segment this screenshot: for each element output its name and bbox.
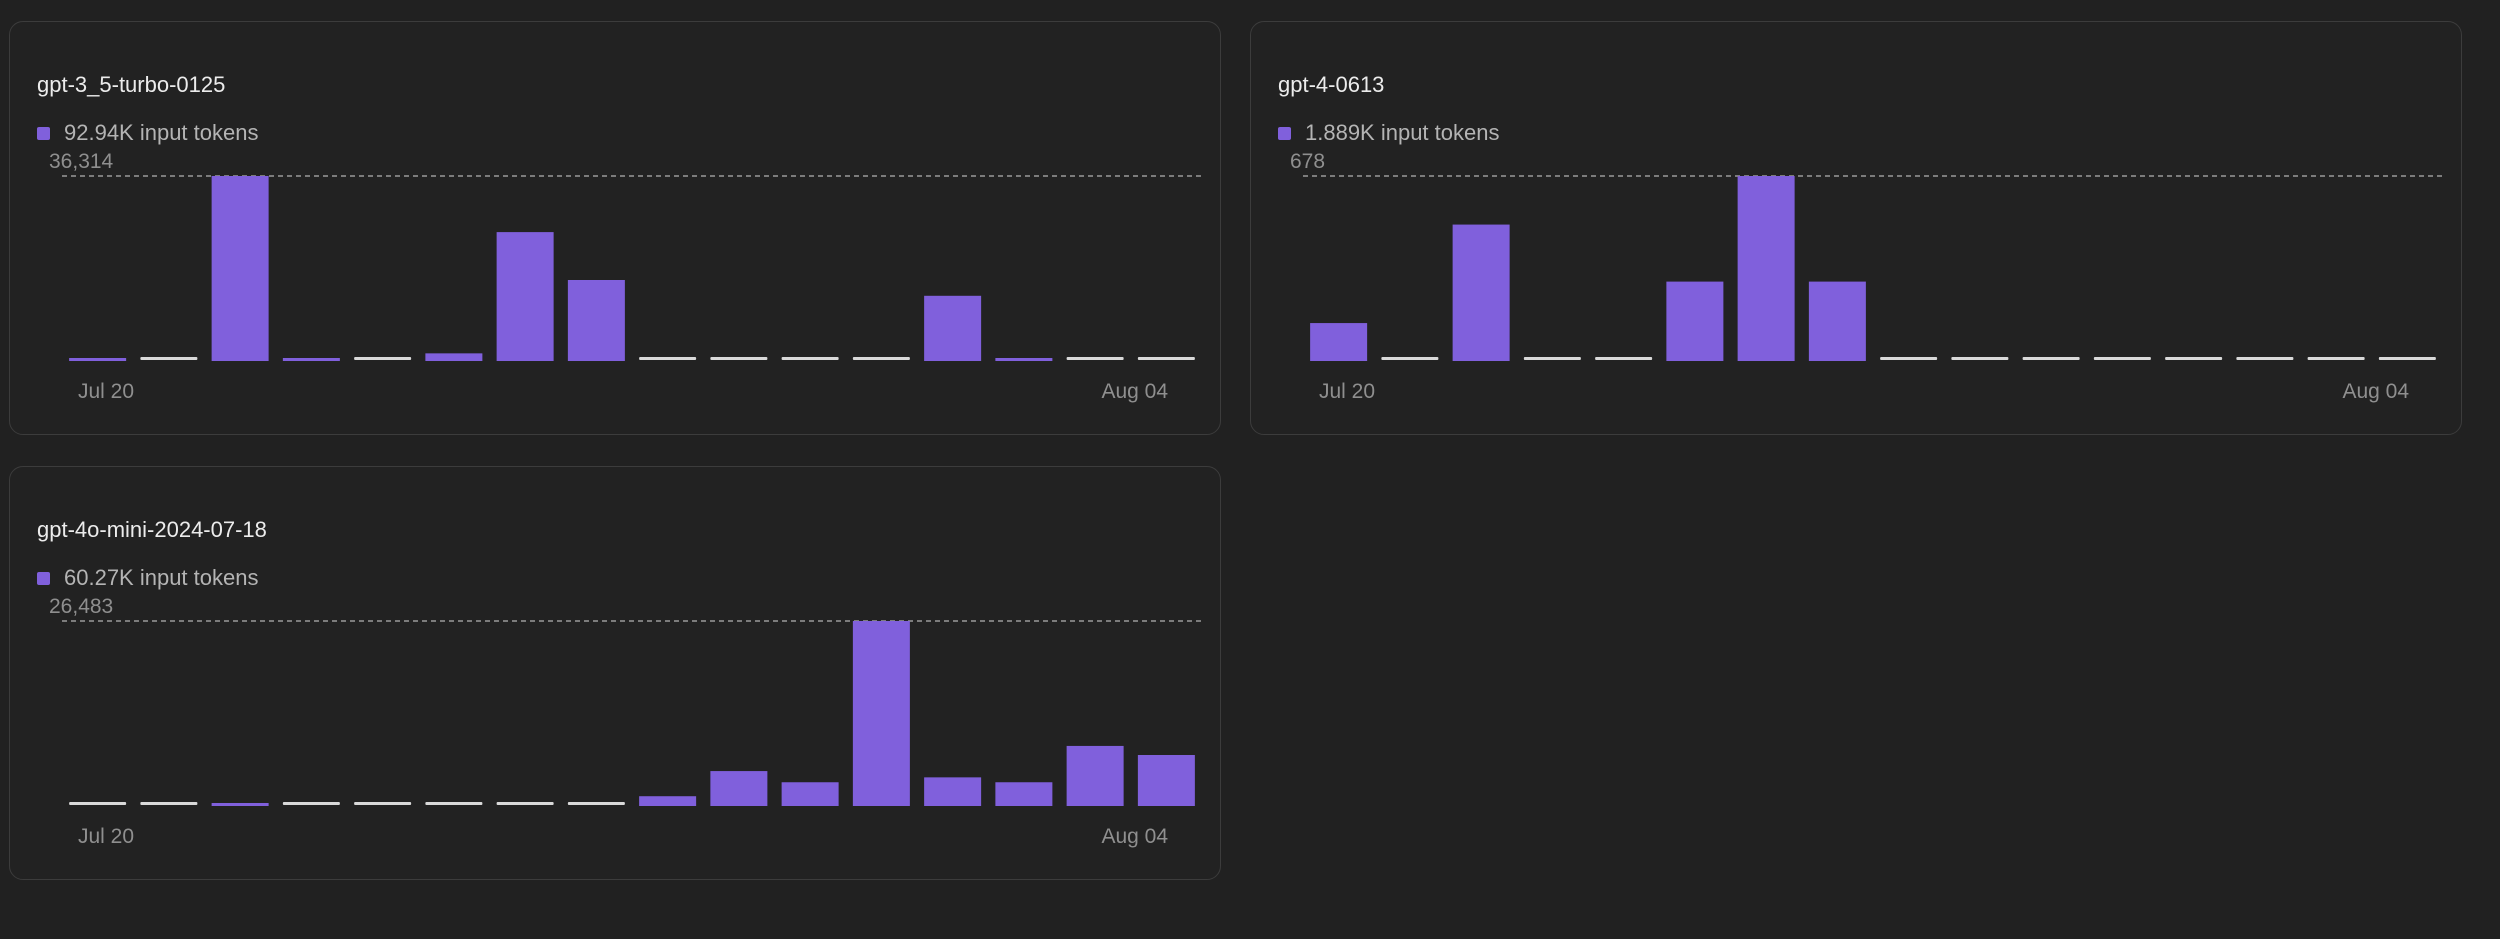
- bar-zero: [2307, 357, 2365, 360]
- x-tick-start: Jul 20: [78, 825, 134, 848]
- bar-zero: [140, 357, 198, 360]
- bar-zero: [567, 802, 625, 805]
- bar-zero: [2236, 357, 2294, 360]
- usage-card-gpt-4o-mini: gpt-4o-mini-2024-07-18 60.27K input toke…: [9, 466, 1221, 880]
- bar-zero: [1066, 357, 1124, 360]
- legend-swatch: [37, 126, 50, 140]
- bar: [1737, 176, 1795, 361]
- legend: 92.94K input tokens: [37, 120, 258, 146]
- bar: [924, 295, 982, 361]
- bar-zero: [2165, 357, 2223, 360]
- x-tick-end: Aug 04: [2342, 380, 2409, 403]
- bar-zero: [852, 357, 910, 360]
- bar: [211, 803, 269, 806]
- legend-label: 1.889K input tokens: [1305, 120, 1500, 145]
- bar: [1310, 323, 1368, 361]
- bar-zero: [2378, 357, 2436, 360]
- bar-zero: [2093, 357, 2151, 360]
- bar: [710, 771, 768, 806]
- card-title: gpt-4-0613: [1278, 72, 1385, 97]
- max-value-label: 36,314: [49, 150, 114, 173]
- bar: [1066, 745, 1124, 806]
- bar-zero: [1523, 357, 1581, 360]
- card-title: gpt-3_5-turbo-0125: [37, 72, 226, 97]
- usage-card-gpt-3-5-turbo: gpt-3_5-turbo-0125 92.94K input tokens 3…: [9, 21, 1221, 435]
- bar: [781, 782, 839, 806]
- usage-card-gpt-4-0613: gpt-4-0613 1.889K input tokens 678 Jul 20…: [1250, 21, 2462, 435]
- bar-chart: 26,483 Jul 20 Aug 04: [49, 595, 1202, 848]
- bar-zero: [282, 802, 340, 805]
- legend-swatch: [37, 571, 50, 585]
- bar-chart: 678 Jul 20 Aug 04: [1290, 150, 2443, 403]
- bar-zero: [1137, 357, 1195, 360]
- bar: [567, 279, 625, 361]
- x-tick-end: Aug 04: [1101, 380, 1168, 403]
- bar-zero: [1951, 357, 2009, 360]
- legend: 60.27K input tokens: [37, 565, 258, 591]
- legend: 1.889K input tokens: [1278, 120, 1499, 146]
- bar-zero: [140, 802, 198, 805]
- bar-zero: [354, 357, 412, 360]
- bar: [639, 796, 697, 806]
- bar: [995, 358, 1053, 361]
- bar: [995, 782, 1053, 806]
- bar-zero: [69, 802, 127, 805]
- bar: [69, 358, 127, 361]
- bar: [924, 777, 982, 806]
- legend-swatch: [1278, 126, 1291, 140]
- bar: [211, 176, 269, 361]
- max-value-label: 26,483: [49, 595, 113, 618]
- x-tick-start: Jul 20: [78, 380, 134, 403]
- x-tick-end: Aug 04: [1101, 825, 1168, 848]
- bar: [852, 621, 910, 806]
- bar-zero: [2022, 357, 2080, 360]
- card-title: gpt-4o-mini-2024-07-18: [37, 517, 267, 542]
- x-tick-start: Jul 20: [1319, 380, 1375, 403]
- bar-zero: [425, 802, 483, 805]
- bar-zero: [710, 357, 768, 360]
- max-value-label: 678: [1290, 150, 1325, 173]
- legend-label: 92.94K input tokens: [64, 120, 259, 145]
- bar-chart: 36,314 Jul 20 Aug 04: [49, 150, 1202, 403]
- bar-zero: [496, 802, 554, 805]
- bar: [496, 232, 554, 361]
- legend-label: 60.27K input tokens: [64, 565, 259, 590]
- bar-zero: [1880, 357, 1938, 360]
- bar: [1452, 224, 1510, 361]
- bar: [282, 358, 340, 361]
- bar-zero: [1595, 357, 1653, 360]
- bar: [425, 353, 483, 361]
- bar-zero: [781, 357, 839, 360]
- bar: [1808, 281, 1866, 361]
- bar-zero: [639, 357, 697, 360]
- bar-zero: [354, 802, 412, 805]
- bar-zero: [1381, 357, 1439, 360]
- bar: [1666, 281, 1724, 361]
- bar: [1137, 755, 1195, 806]
